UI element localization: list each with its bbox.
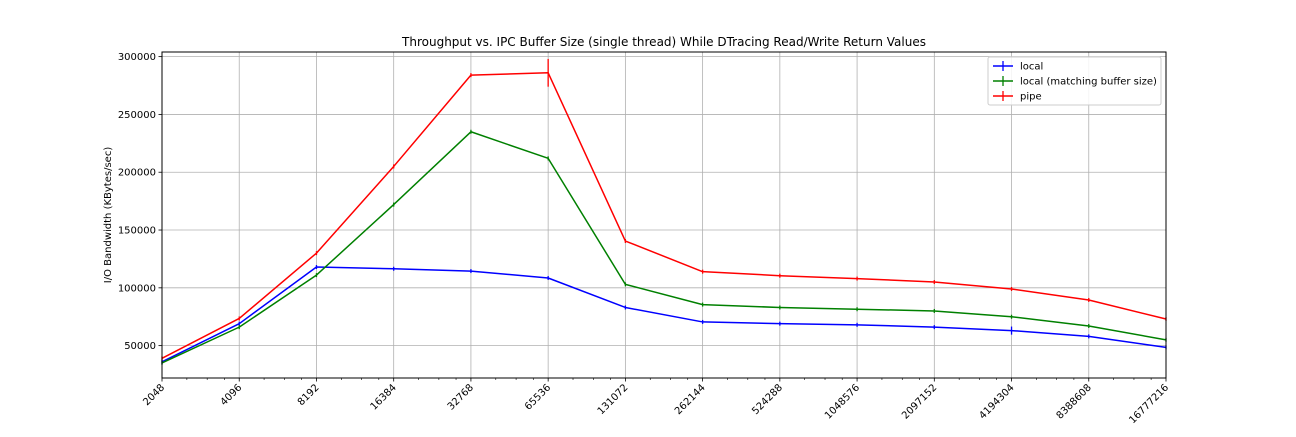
series-1 (161, 129, 1167, 365)
series-group (161, 58, 1167, 365)
y-axis-label: I/O Bandwidth (KBytes/sec) (103, 147, 114, 284)
series-line (161, 131, 1167, 364)
legend-item: pipe (993, 91, 1042, 103)
y-tick-label: 300000 (118, 52, 156, 63)
x-tick-label: 262144 (673, 382, 708, 417)
x-tick-label: 2097152 (900, 382, 939, 421)
x-tick-label: 4096 (219, 382, 245, 408)
series-0 (161, 265, 1167, 364)
y-tick-label: 150000 (118, 226, 156, 237)
y-tick-label: 250000 (118, 110, 156, 121)
x-tick-label: 2048 (141, 382, 167, 408)
legend-item: local (matching buffer size) (993, 76, 1157, 88)
x-tick-label: 32768 (446, 382, 476, 412)
chart-title: Throughput vs. IPC Buffer Size (single t… (401, 35, 926, 49)
legend-item: local (993, 61, 1043, 73)
y-tick-label: 200000 (118, 168, 156, 179)
legend-label: local (1020, 62, 1043, 73)
x-tick-label: 8192 (296, 382, 322, 408)
plot-frame (161, 51, 1167, 379)
x-tick-label: 16777216 (1127, 382, 1171, 426)
x-tick-label: 4194304 (977, 382, 1016, 421)
x-tick-label: 16384 (369, 382, 399, 412)
x-tick-label: 65536 (523, 382, 553, 412)
legend: local local (matching buffer size) pipe (987, 56, 1162, 106)
axis-ticks: 2048 4096 8192 16384 32768 65536 131072 262144 5… (118, 52, 1171, 426)
y-tick-label: 50000 (124, 341, 156, 352)
y-tick-label: 100000 (118, 283, 156, 294)
legend-box (987, 56, 1162, 106)
legend-label: pipe (1020, 92, 1042, 103)
series-line (161, 72, 1167, 360)
x-tick-label: 524288 (750, 382, 785, 417)
x-tick-label: 8388608 (1055, 382, 1094, 421)
x-tick-label: 131072 (596, 382, 631, 417)
x-tick-label: 1048576 (823, 382, 862, 421)
legend-label: local (matching buffer size) (1020, 77, 1157, 88)
series-line (161, 266, 1167, 363)
